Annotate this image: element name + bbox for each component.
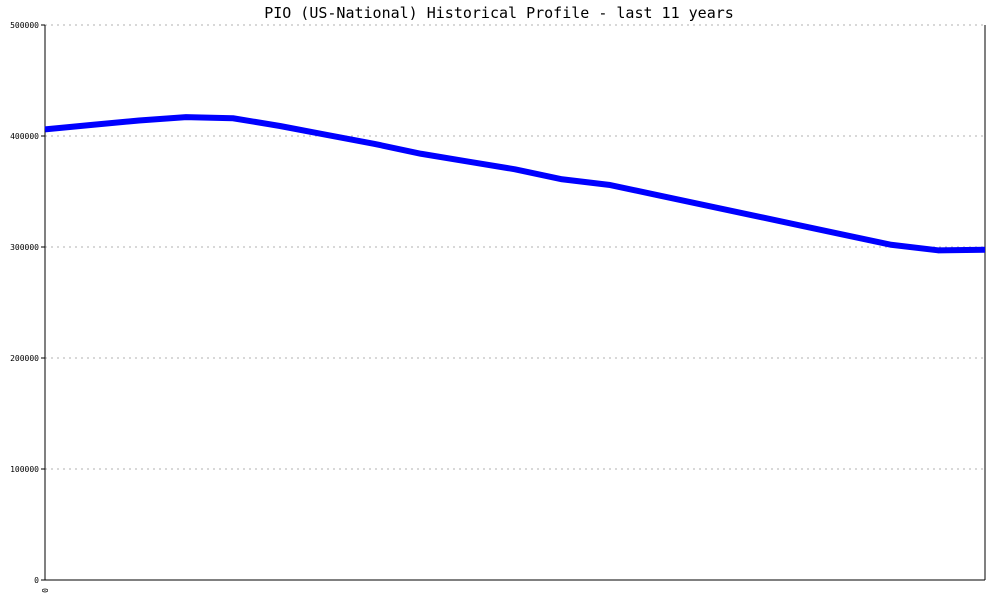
series-layer [44, 114, 986, 254]
series-line [44, 114, 986, 254]
y-tick-label: 500000 [10, 21, 39, 30]
y-tick-label: 300000 [10, 243, 39, 252]
chart-title: PIO (US-National) Historical Profile - l… [264, 4, 734, 22]
x-tick-labels: 0 [41, 588, 50, 593]
y-tick-label: 0 [34, 576, 39, 585]
y-tick-label: 400000 [10, 132, 39, 141]
y-tick-labels: 0 100000 200000 300000 400000 500000 [10, 21, 45, 585]
y-tick-label: 200000 [10, 354, 39, 363]
x-tick-label: 0 [41, 588, 50, 593]
axes [44, 25, 986, 581]
y-tick-label: 100000 [10, 465, 39, 474]
grid-lines [45, 24, 985, 470]
